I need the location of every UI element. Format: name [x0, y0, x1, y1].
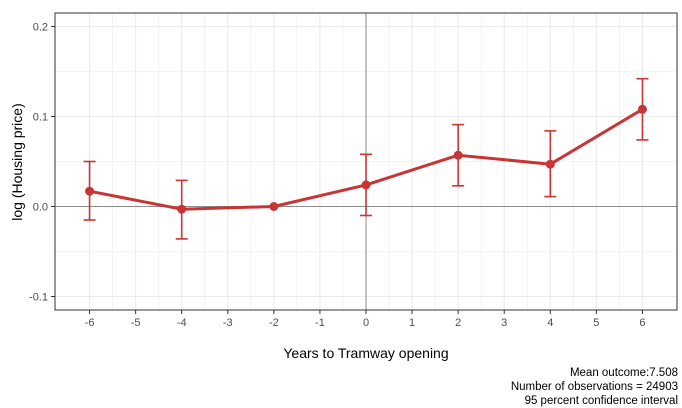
x-axis-title: Years to Tramway opening — [283, 345, 448, 361]
x-tick-label: 1 — [409, 317, 415, 329]
x-tick-label: -2 — [269, 317, 279, 329]
y-axis-ticks: -0.1 0.0 0.1 0.2 — [29, 22, 55, 304]
data-point — [637, 104, 647, 114]
x-axis-ticks: -6 -5 -4 -3 -2 -1 0 1 2 3 4 5 6 — [85, 310, 646, 329]
x-tick-label: -6 — [85, 317, 95, 329]
y-axis-title: log (Housing price) — [9, 103, 25, 221]
data-point — [269, 202, 279, 211]
y-tick-label: 0.1 — [33, 112, 48, 124]
y-tick-label: -0.1 — [29, 292, 48, 304]
series — [85, 104, 647, 214]
x-tick-label: -4 — [177, 317, 187, 329]
x-tick-label: 3 — [501, 317, 507, 329]
x-tick-label: 2 — [455, 317, 461, 329]
data-point — [177, 204, 187, 214]
data-point — [85, 186, 95, 196]
y-tick-label: 0.2 — [33, 22, 48, 34]
caption-observations: Number of observations = 24903 — [510, 381, 678, 393]
data-point — [453, 150, 463, 160]
x-tick-label: -5 — [131, 317, 141, 329]
y-tick-label: 0.0 — [33, 202, 48, 214]
caption-confidence-interval: 95 percent confidence interval — [524, 395, 678, 407]
x-tick-label: -3 — [223, 317, 233, 329]
x-tick-label: -1 — [315, 317, 325, 329]
x-tick-label: 4 — [547, 317, 553, 329]
x-tick-label: 5 — [593, 317, 599, 329]
data-point — [361, 180, 371, 190]
x-tick-label: 6 — [639, 317, 645, 329]
x-tick-label: 0 — [363, 317, 369, 329]
caption-mean-outcome: Mean outcome:7.508 — [569, 367, 678, 379]
data-point — [545, 159, 555, 169]
